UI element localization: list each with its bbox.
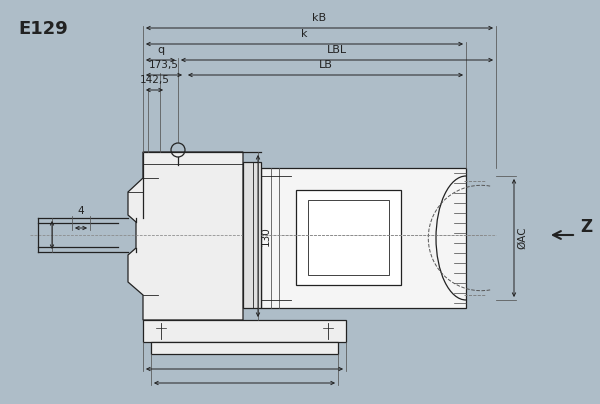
Text: LB: LB	[319, 60, 332, 70]
Text: 142,5: 142,5	[140, 75, 169, 85]
Polygon shape	[128, 152, 243, 320]
Text: 173,5: 173,5	[149, 60, 179, 70]
Text: k: k	[301, 29, 308, 39]
Bar	[296, 190, 401, 285]
Text: 130: 130	[261, 226, 271, 246]
Bar	[151, 342, 338, 354]
Bar	[261, 168, 466, 308]
Text: 4: 4	[77, 206, 85, 216]
Bar	[243, 162, 261, 308]
Text: ØAC: ØAC	[517, 227, 527, 249]
Text: LBL: LBL	[327, 45, 347, 55]
Text: kB: kB	[313, 13, 326, 23]
Text: q: q	[157, 45, 164, 55]
Text: E129: E129	[18, 20, 68, 38]
Bar	[308, 200, 389, 275]
Bar	[143, 320, 346, 342]
Text: Z: Z	[580, 218, 592, 236]
